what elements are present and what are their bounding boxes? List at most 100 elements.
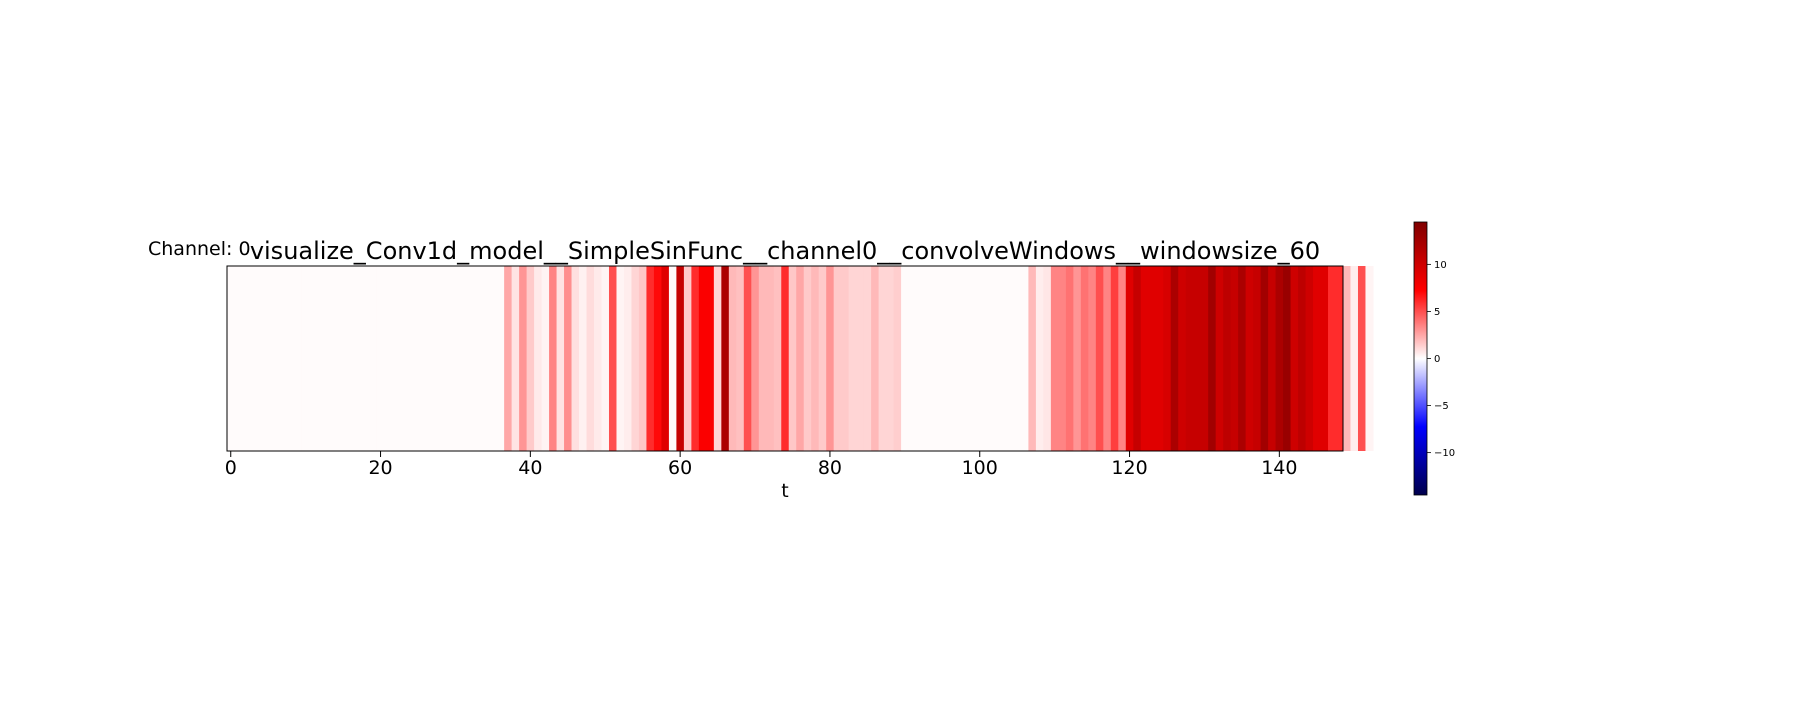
heatmap-cell	[586, 266, 595, 451]
heatmap-cell	[1313, 266, 1322, 451]
heatmap-cell	[489, 266, 498, 451]
colorbar-ticks: 10 5 0 −5 −10	[1427, 260, 1455, 459]
heatmap-cell	[376, 266, 385, 451]
heatmap-cell	[1357, 266, 1367, 451]
heatmap-cell	[916, 266, 925, 451]
chart-title: visualize_Conv1d_model__SimpleSinFunc__c…	[250, 237, 1320, 265]
heatmap-cell	[346, 266, 355, 451]
heatmap-cell	[526, 266, 535, 451]
heatmap-cell	[938, 266, 947, 451]
heatmap-cell	[1133, 266, 1142, 451]
heatmap-cell	[369, 266, 378, 451]
heatmap-cell	[1170, 266, 1179, 451]
heatmap-cell	[1290, 266, 1299, 451]
heatmap-cell	[1328, 266, 1337, 451]
x-axis-label: t	[781, 480, 788, 502]
heatmap-cell	[841, 266, 850, 451]
colorbar-tick-label: 10	[1434, 260, 1447, 271]
x-tick-label: 40	[518, 457, 542, 479]
heatmap-cell	[1043, 266, 1052, 451]
heatmap-cell	[1215, 266, 1224, 451]
heatmap-cell	[1223, 266, 1232, 451]
heatmap-cell	[227, 266, 236, 451]
heatmap-cell	[1253, 266, 1262, 451]
heatmap-cell	[294, 266, 303, 451]
heatmap-cell	[631, 266, 640, 451]
heatmap-cell	[983, 266, 992, 451]
heatmap-cell	[878, 266, 887, 451]
heatmap-cell	[818, 266, 827, 451]
heatmap-cell	[728, 266, 737, 451]
heatmap-cell	[1350, 266, 1359, 451]
heatmap-cells	[227, 266, 1374, 451]
x-tick-label: 100	[962, 457, 998, 479]
heatmap-cell	[923, 266, 932, 451]
heatmap-cell	[706, 266, 715, 451]
heatmap-cell	[773, 266, 782, 451]
heatmap-cell	[1155, 266, 1164, 451]
heatmap-cell	[758, 266, 767, 451]
heatmap-cell	[766, 266, 775, 451]
heatmap-cell	[1163, 266, 1172, 451]
heatmap-cell	[1238, 266, 1247, 451]
heatmap-cell	[1110, 266, 1119, 451]
heatmap-cell	[316, 266, 325, 451]
heatmap-cell	[286, 266, 296, 451]
heatmap-cell	[1245, 266, 1254, 451]
heatmap-cell	[990, 266, 1000, 451]
heatmap-cell	[788, 266, 797, 451]
heatmap-cell	[698, 266, 707, 451]
heatmap-cell	[848, 266, 857, 451]
heatmap-cell	[661, 266, 670, 451]
heatmap-cell	[863, 266, 872, 451]
heatmap-cell	[459, 266, 468, 451]
heatmap-cell	[1088, 266, 1097, 451]
heatmap-cell	[1320, 266, 1329, 451]
heatmap-cell	[1208, 266, 1217, 451]
heatmap-cell	[975, 266, 985, 451]
heatmap-cell	[953, 266, 962, 451]
heatmap-cell	[1050, 266, 1059, 451]
heatmap-cell	[579, 266, 588, 451]
heatmap-cell	[1260, 266, 1269, 451]
heatmap-cell	[354, 266, 363, 451]
colorbar-tick-label: 0	[1434, 354, 1440, 365]
heatmap-cell	[496, 266, 505, 451]
heatmap-cell	[511, 266, 520, 451]
heatmap-cell	[279, 266, 288, 451]
heatmap-cell	[886, 266, 895, 451]
heatmap-cell	[721, 266, 730, 451]
heatmap-cell	[946, 266, 955, 451]
heatmap-cell	[594, 266, 603, 451]
heatmap-cell	[384, 266, 393, 451]
heatmap-cell	[301, 266, 310, 451]
heatmap-cell	[414, 266, 423, 451]
heatmap-cell	[781, 266, 790, 451]
heatmap-cell	[519, 266, 528, 451]
heatmap-cell	[1103, 266, 1112, 451]
heatmap-cell	[1305, 266, 1314, 451]
heatmap-cell	[751, 266, 760, 451]
heatmap-cell	[1193, 266, 1202, 451]
heatmap-cell	[1200, 266, 1209, 451]
heatmap-cell	[1118, 266, 1127, 451]
heatmap-cell	[1268, 266, 1277, 451]
heatmap-cell	[391, 266, 400, 451]
heatmap-cell	[309, 266, 318, 451]
x-tick-label: 60	[668, 457, 692, 479]
heatmap-cell	[833, 266, 842, 451]
heatmap-cell	[1275, 266, 1284, 451]
heatmap-cell	[683, 266, 692, 451]
heatmap-cell	[803, 266, 812, 451]
heatmap-cell	[1080, 266, 1089, 451]
heatmap-cell	[1013, 266, 1022, 451]
heatmap-cell	[1095, 266, 1104, 451]
colorbar-tick-label: 5	[1434, 307, 1440, 318]
heatmap-cell	[1125, 266, 1134, 451]
heatmap-cell	[324, 266, 333, 451]
heatmap-cell	[466, 266, 475, 451]
colorbar	[1413, 221, 1428, 496]
heatmap-cell	[908, 266, 917, 451]
heatmap-cell	[713, 266, 722, 451]
